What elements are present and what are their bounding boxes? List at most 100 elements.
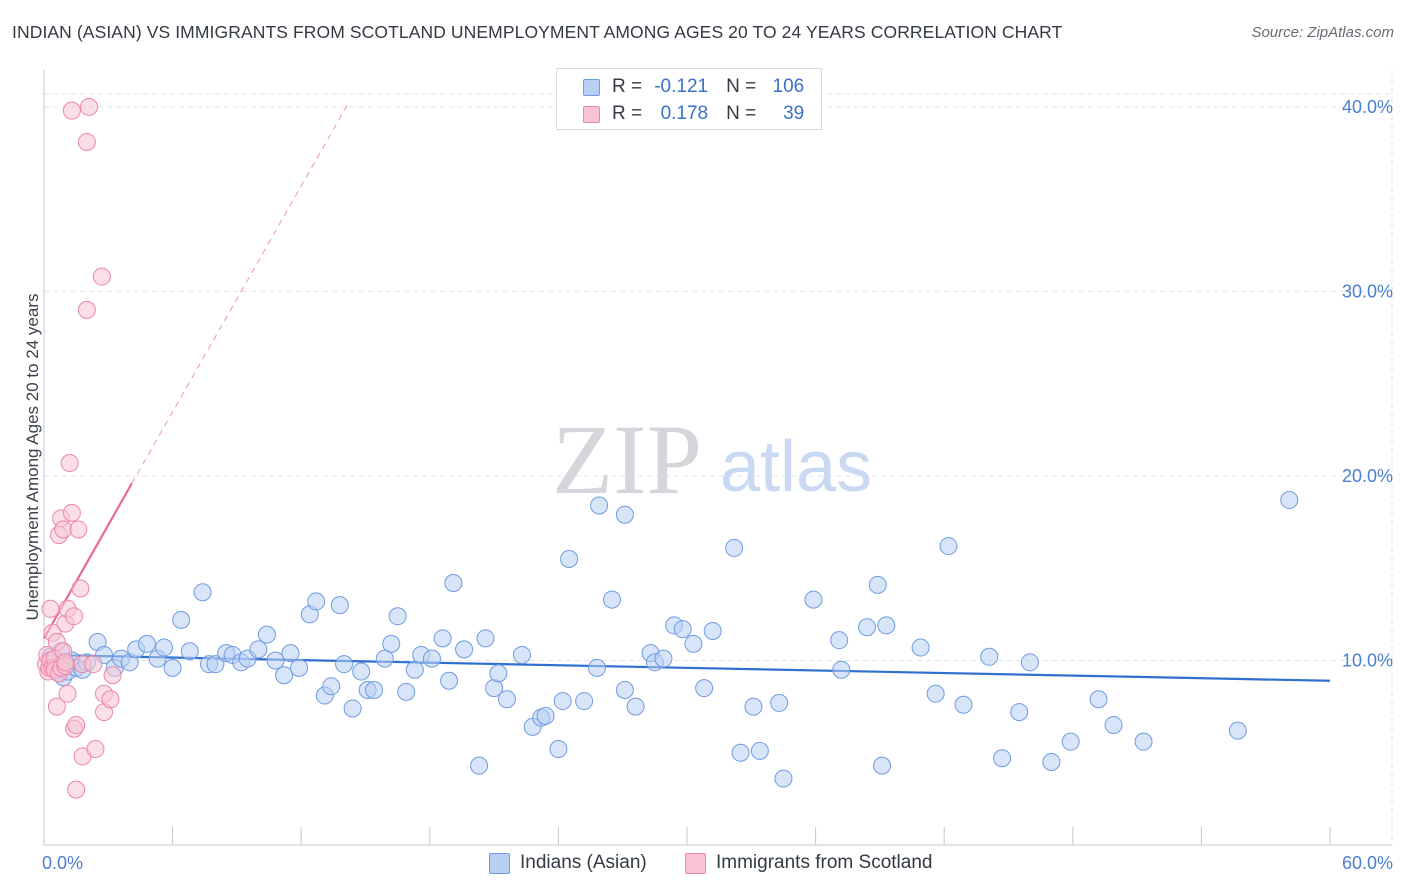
point-scotland: [80, 97, 99, 116]
point-indians: [352, 662, 371, 681]
point-indians: [626, 697, 645, 716]
point-indians: [536, 706, 555, 725]
watermark-atlas: atlas: [720, 427, 872, 507]
point-indians: [1020, 653, 1039, 672]
trendline-scotland: [43, 482, 133, 639]
point-scotland: [77, 132, 96, 151]
point-indians: [1089, 690, 1108, 709]
y-tick-label: 30.0%: [1342, 281, 1393, 301]
point-indians: [939, 537, 958, 556]
point-scotland: [84, 655, 103, 674]
legend-swatch-pink: [685, 852, 706, 874]
legend-row-scotland: R = 0.178 N = 39: [583, 101, 804, 127]
x-tick-label: 60.0%: [1342, 853, 1393, 873]
point-indians: [703, 621, 722, 640]
point-indians: [476, 629, 495, 648]
source-label: Source: ZipAtlas.com: [1251, 24, 1394, 41]
point-indians: [172, 610, 191, 629]
legend-label-scotland: Immigrants from Scotland: [716, 852, 933, 873]
point-indians: [266, 651, 285, 670]
points-layer: [37, 97, 1299, 799]
point-scotland: [67, 780, 86, 799]
y-axis-label: Unemployment Among Ages 20 to 24 years: [23, 294, 42, 621]
trendline-scotland-extension: [131, 102, 349, 484]
point-scotland: [62, 101, 81, 120]
point-indians: [281, 644, 300, 663]
point-indians: [804, 590, 823, 609]
point-scotland: [71, 579, 90, 598]
point-indians: [868, 575, 887, 594]
point-scotland: [41, 599, 60, 618]
point-indians: [512, 645, 531, 664]
point-indians: [497, 690, 516, 709]
legend-item-indians[interactable]: Indians (Asian): [489, 852, 647, 874]
point-scotland: [67, 716, 86, 735]
legend-swatch-pink: [583, 105, 600, 123]
legend-item-scotland[interactable]: Immigrants from Scotland: [685, 852, 932, 874]
point-scotland: [54, 520, 73, 539]
point-indians: [1104, 716, 1123, 735]
point-indians: [587, 658, 606, 677]
point-indians: [330, 596, 349, 615]
point-indians: [444, 573, 463, 592]
point-indians: [365, 681, 384, 699]
point-scotland: [103, 666, 122, 685]
legend-n-label: N =: [726, 76, 757, 97]
y-tick-label: 40.0%: [1342, 97, 1393, 117]
point-scotland: [86, 740, 105, 759]
point-indians: [602, 590, 621, 609]
point-indians: [877, 616, 896, 635]
point-scotland: [101, 690, 120, 709]
point-indians: [725, 538, 744, 557]
point-indians: [455, 640, 474, 659]
point-indians: [433, 629, 452, 648]
stats-legend: R = -0.121 N = 106 R = 0.178 N = 39: [556, 68, 822, 130]
trendline-indians: [43, 653, 1331, 682]
point-indians: [335, 655, 354, 674]
watermark-zip: ZIP: [552, 404, 702, 515]
legend-r-label: R =: [612, 103, 643, 124]
point-indians: [832, 660, 851, 679]
point-indians: [575, 692, 594, 711]
point-indians: [275, 666, 294, 685]
legend-swatch-blue: [583, 78, 600, 96]
legend-label-indians: Indians (Asian): [520, 852, 647, 873]
chart-title: INDIAN (ASIAN) VS IMMIGRANTS FROM SCOTLA…: [12, 22, 1063, 42]
point-indians: [388, 607, 407, 626]
point-indians: [1280, 490, 1299, 509]
point-indians: [911, 638, 930, 657]
point-indians: [654, 649, 673, 668]
point-indians: [615, 681, 634, 699]
point-indians: [397, 682, 416, 701]
point-indians: [422, 649, 441, 668]
point-indians: [249, 640, 268, 659]
point-indians: [489, 664, 508, 683]
axis-layer: [43, 70, 1392, 846]
point-scotland: [69, 520, 88, 539]
point-indians: [322, 677, 341, 696]
legend-r-value: -0.121: [654, 76, 709, 97]
legend-r-value: 0.178: [660, 103, 709, 124]
point-indians: [1042, 752, 1061, 771]
point-indians: [1061, 732, 1080, 751]
point-indians: [695, 679, 714, 698]
point-indians: [307, 592, 326, 611]
point-indians: [684, 634, 703, 653]
point-indians: [615, 505, 634, 524]
point-scotland: [47, 697, 66, 716]
point-scotland: [92, 267, 111, 286]
point-indians: [731, 743, 750, 762]
y-tick-label: 10.0%: [1342, 650, 1393, 670]
point-indians: [1010, 703, 1029, 722]
series-legend: Indians (Asian) Immigrants from Scotland: [0, 852, 1406, 878]
point-indians: [180, 642, 199, 661]
point-indians: [155, 638, 174, 657]
point-scotland: [62, 503, 81, 522]
point-indians: [290, 658, 309, 677]
point-indians: [980, 647, 999, 666]
point-indians: [830, 631, 849, 650]
point-indians: [774, 769, 793, 788]
point-indians: [750, 741, 769, 760]
point-indians: [440, 671, 459, 690]
